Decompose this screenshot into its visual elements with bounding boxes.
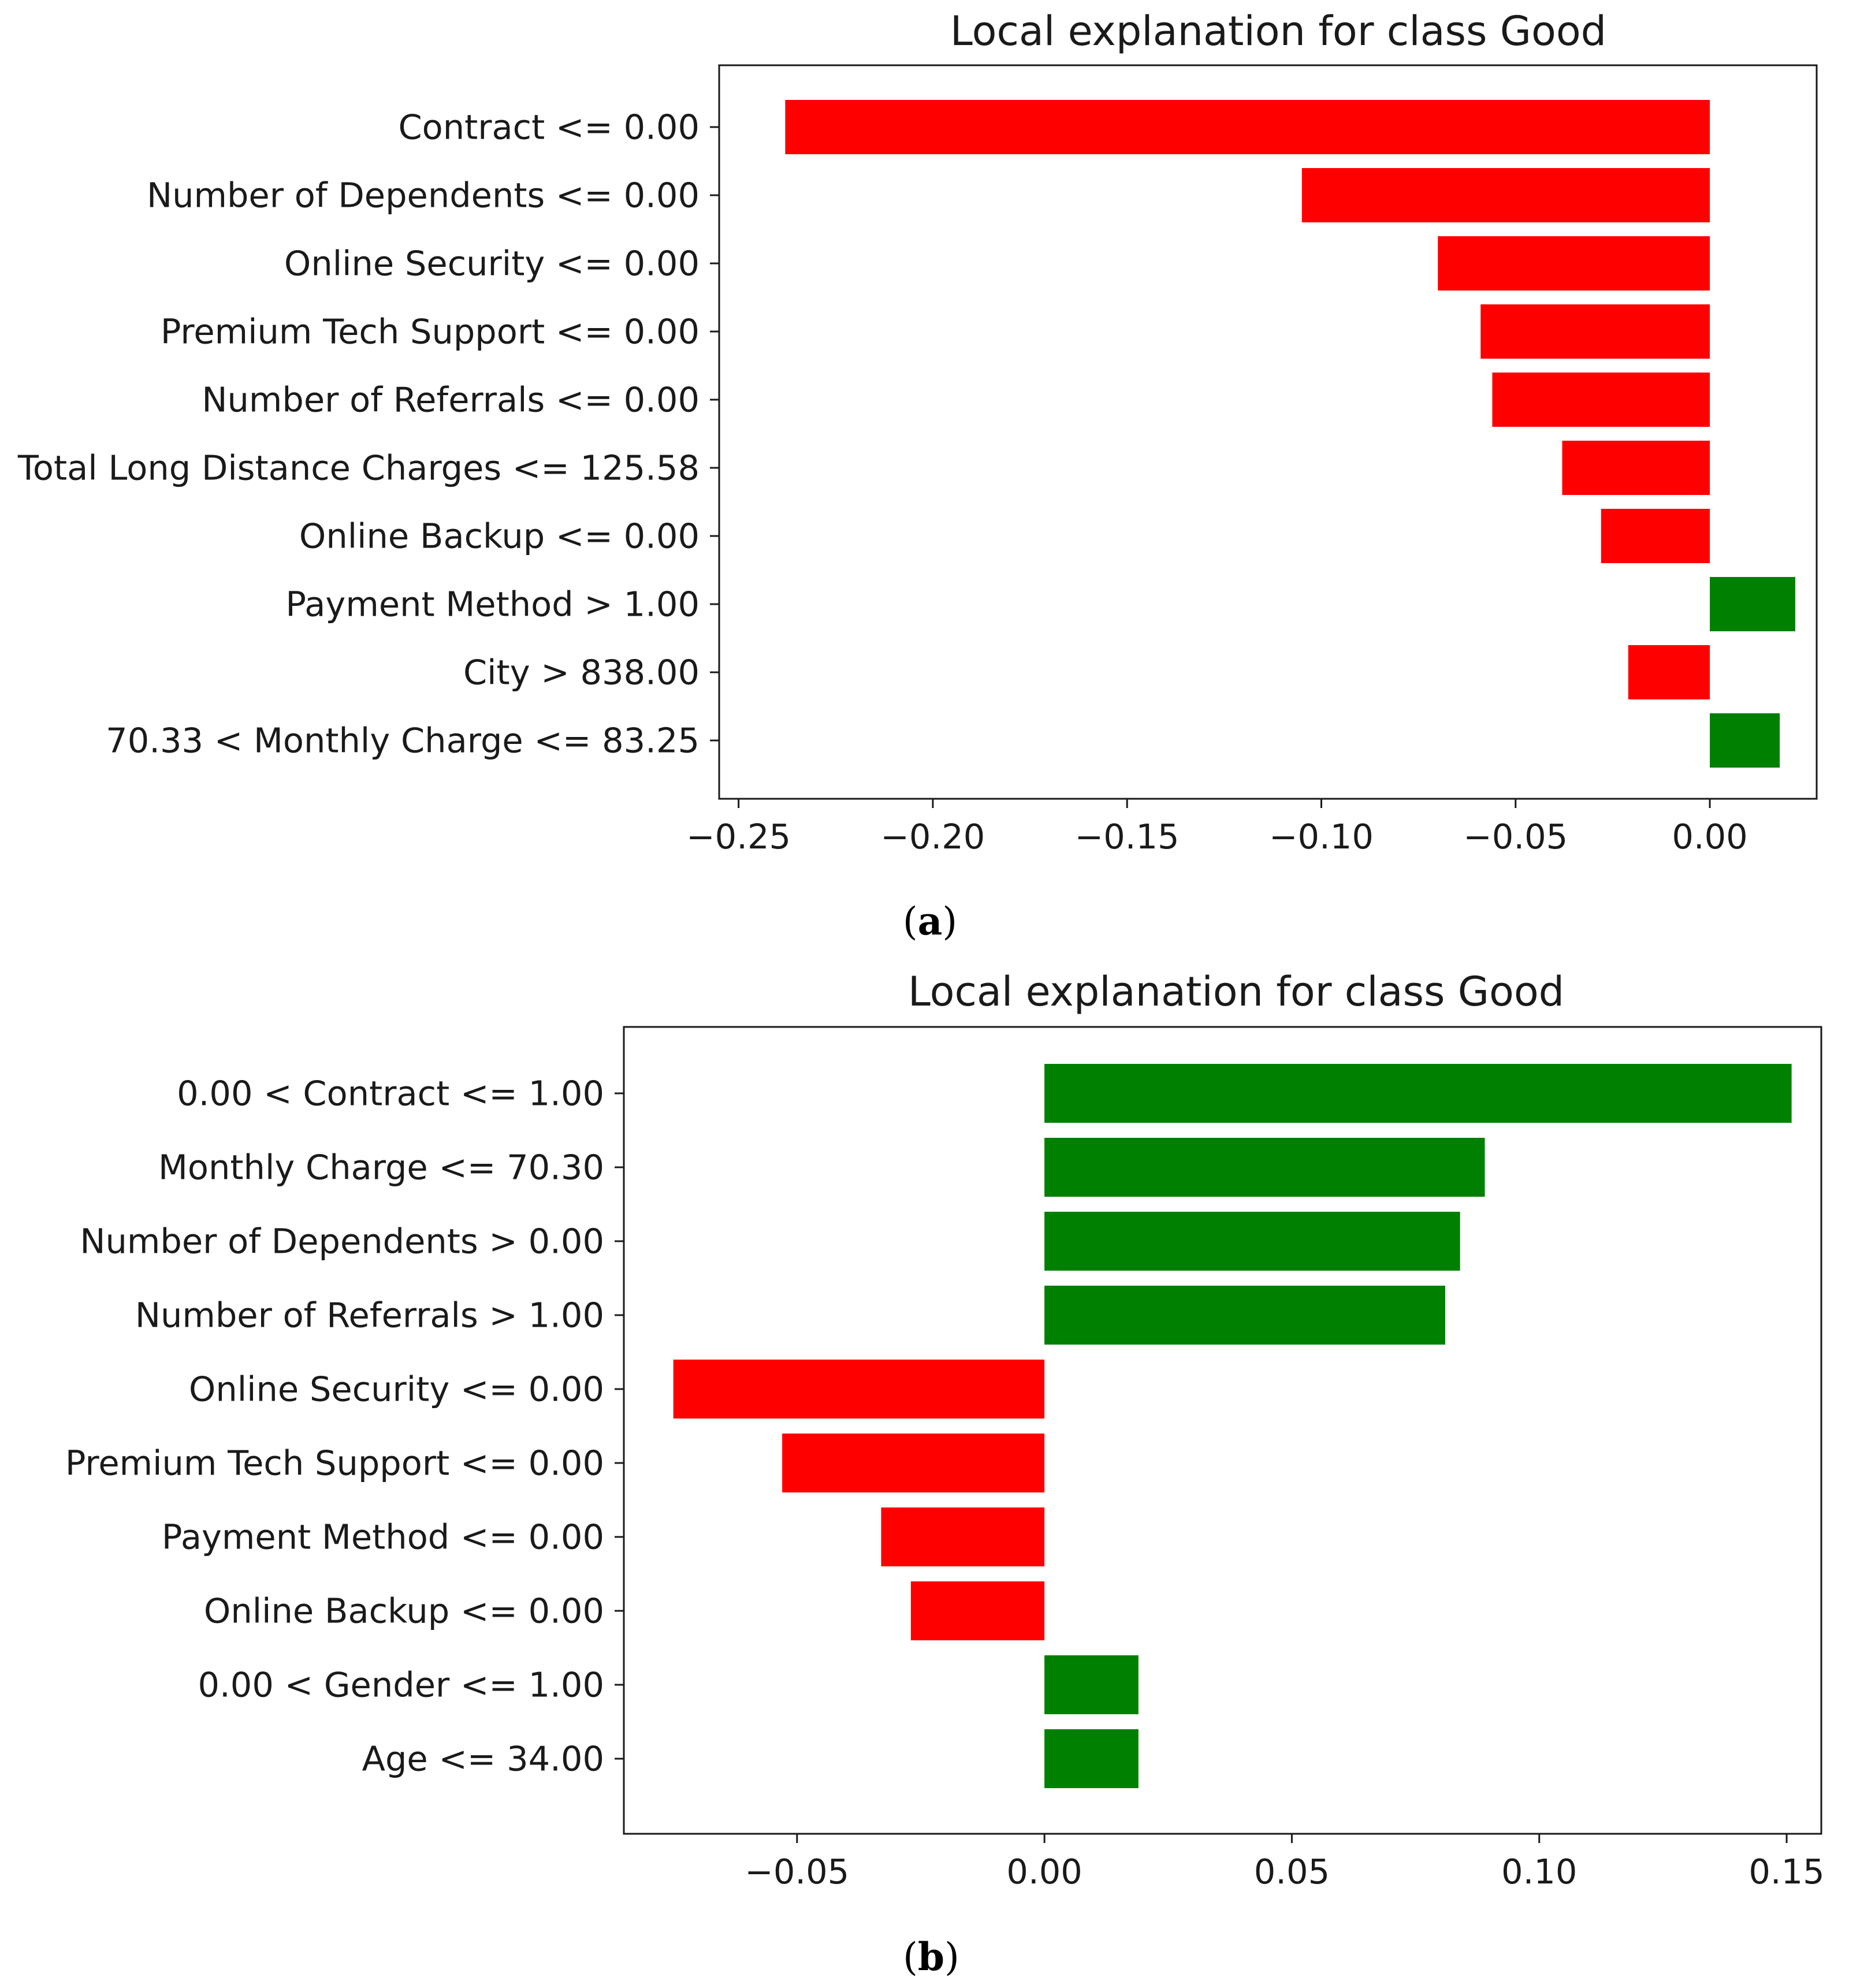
- chart-a-bar-8: [1710, 577, 1796, 631]
- chart-a-category-label-5: Number of Referrals <= 0.00: [202, 380, 700, 420]
- chart-a-bars: [785, 100, 1796, 768]
- chart-b-xtick-label-3: 0.05: [1254, 1852, 1330, 1892]
- chart-b-bar-5: [673, 1360, 1045, 1419]
- chart-b-category-label-6: Premium Tech Support <= 0.00: [65, 1443, 604, 1483]
- chart-a-category-label-3: Online Security <= 0.00: [284, 244, 700, 284]
- chart-b-caption: (b): [903, 1934, 959, 1979]
- chart-b-xtick-label-1: −0.05: [745, 1852, 849, 1892]
- chart-b-bar-9: [1044, 1655, 1139, 1714]
- chart-a-x-axis: −0.25 −0.20 −0.15 −0.10 −0.05 0.00: [686, 799, 1748, 857]
- chart-a-category-label-1: Contract <= 0.00: [398, 107, 700, 147]
- chart-a-category-label-9: City > 838.00: [463, 653, 700, 693]
- chart-a-category-labels: Contract <= 0.00 Number of Dependents <= …: [17, 107, 719, 761]
- chart-a-xtick-label-3: −0.15: [1075, 817, 1180, 857]
- chart-b-bar-4: [1044, 1286, 1445, 1345]
- chart-a-bar-7: [1601, 509, 1710, 563]
- chart-a-xtick-label-1: −0.25: [686, 817, 791, 857]
- chart-a-bar-1: [785, 100, 1710, 154]
- chart-b-category-label-8: Online Backup <= 0.00: [204, 1591, 604, 1631]
- chart-a-category-label-4: Premium Tech Support <= 0.00: [161, 312, 700, 352]
- chart-b-category-label-9: 0.00 < Gender <= 1.00: [198, 1665, 604, 1705]
- chart-b-x-axis: −0.05 0.00 0.05 0.10 0.15: [745, 1834, 1825, 1892]
- chart-b-caption-letter: b: [918, 1934, 944, 1979]
- chart-b-title: Local explanation for class Good: [908, 968, 1564, 1015]
- chart-b-category-label-2: Monthly Charge <= 70.30: [158, 1148, 604, 1187]
- chart-a-xtick-label-6: 0.00: [1672, 817, 1747, 857]
- chart-a-bar-6: [1562, 441, 1710, 495]
- chart-a-bar-2: [1301, 168, 1710, 222]
- chart-b-plot-frame: [623, 1026, 1822, 1835]
- chart-b-bars: [673, 1064, 1792, 1788]
- chart-b-category-label-4: Number of Referrals > 1.00: [135, 1295, 604, 1335]
- chart-b-bar-6: [782, 1434, 1045, 1492]
- chart-a-category-label-6: Total Long Distance Charges <= 125.58: [17, 448, 700, 488]
- chart-b-category-label-3: Number of Dependents > 0.00: [80, 1222, 604, 1261]
- chart-a-bar-5: [1492, 373, 1710, 427]
- chart-a-caption-letter: a: [918, 899, 943, 944]
- chart-a-category-label-10: 70.33 < Monthly Charge <= 83.25: [106, 721, 700, 761]
- chart-b-bar-7: [881, 1507, 1045, 1566]
- chart-a-bar-4: [1480, 304, 1710, 359]
- chart-panel-b: Local explanation for class Good 0.00 < …: [65, 968, 1825, 1979]
- chart-b-category-label-5: Online Security <= 0.00: [189, 1369, 604, 1409]
- chart-a-bar-9: [1628, 645, 1710, 699]
- chart-b-bar-8: [910, 1581, 1045, 1640]
- chart-b-bar-3: [1044, 1212, 1460, 1271]
- chart-a-category-label-8: Payment Method > 1.00: [285, 585, 700, 624]
- chart-b-xtick-label-4: 0.10: [1501, 1852, 1577, 1892]
- chart-a-category-label-7: Online Backup <= 0.00: [299, 516, 700, 556]
- chart-b-category-label-7: Payment Method <= 0.00: [162, 1517, 604, 1557]
- chart-b-category-label-10: Age <= 34.00: [362, 1739, 604, 1779]
- chart-b-bar-10: [1044, 1729, 1139, 1788]
- chart-a-xtick-label-5: −0.05: [1463, 817, 1568, 857]
- chart-b-xtick-label-5: 0.15: [1748, 1852, 1824, 1892]
- chart-a-bar-10: [1710, 713, 1780, 768]
- chart-a-title: Local explanation for class Good: [950, 8, 1606, 55]
- chart-b-bar-2: [1044, 1138, 1485, 1197]
- chart-a-xtick-label-2: −0.20: [881, 817, 985, 857]
- chart-a-caption: (a): [903, 899, 957, 944]
- chart-b-category-label-1: 0.00 < Contract <= 1.00: [177, 1074, 604, 1114]
- chart-b-xtick-label-2: 0.00: [1006, 1852, 1082, 1892]
- chart-a-plot-frame: [718, 64, 1818, 800]
- chart-a-category-label-2: Number of Dependents <= 0.00: [147, 176, 700, 215]
- chart-a-xtick-label-4: −0.10: [1269, 817, 1374, 857]
- chart-b-bar-1: [1044, 1064, 1792, 1123]
- chart-panel-a: Local explanation for class Good Contrac…: [17, 8, 1818, 944]
- chart-a-bar-3: [1438, 236, 1710, 291]
- chart-b-category-labels: 0.00 < Contract <= 1.00 Monthly Charge <=…: [65, 1074, 624, 1779]
